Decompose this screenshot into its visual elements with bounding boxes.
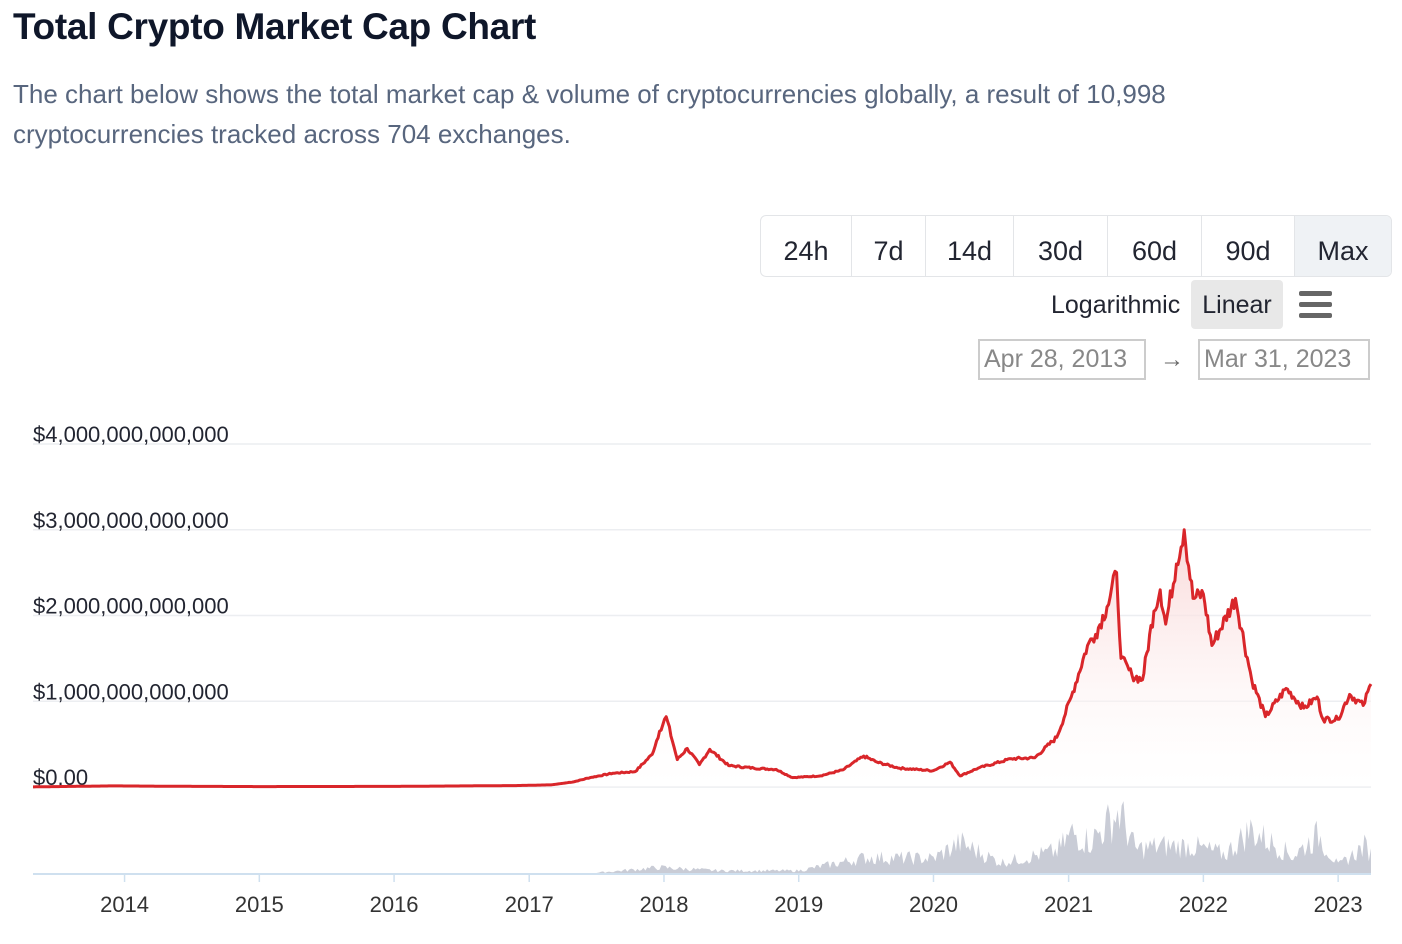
linear-button[interactable]: Linear: [1191, 280, 1283, 329]
time-range-selector: 24h 7d 14d 30d 60d 90d Max: [760, 215, 1392, 277]
x-tick-label: 2019: [774, 892, 823, 917]
range-max-button[interactable]: Max: [1295, 216, 1391, 276]
range-90d-button[interactable]: 90d: [1202, 216, 1295, 276]
x-tick-label: 2016: [370, 892, 419, 917]
page-title: Total Crypto Market Cap Chart: [13, 6, 537, 47]
range-14d-button[interactable]: 14d: [926, 216, 1014, 276]
start-date-input[interactable]: [978, 339, 1146, 380]
scale-toggle: Logarithmic Linear: [1040, 280, 1332, 329]
x-tick-label: 2014: [100, 892, 149, 917]
x-tick-label: 2020: [909, 892, 958, 917]
date-range: →: [978, 338, 1370, 381]
market-cap-area: [33, 529, 1371, 787]
y-tick-label: $3,000,000,000,000: [33, 508, 229, 533]
y-tick-label: $4,000,000,000,000: [33, 422, 229, 447]
market-cap-line: [33, 528, 1373, 789]
x-tick-label: 2018: [639, 892, 688, 917]
x-tick-label: 2022: [1179, 892, 1228, 917]
page-description: The chart below shows the total market c…: [13, 79, 1166, 149]
x-tick-label: 2017: [505, 892, 554, 917]
logarithmic-button[interactable]: Logarithmic: [1051, 291, 1181, 319]
range-7d-button[interactable]: 7d: [852, 216, 926, 276]
hamburger-menu-icon[interactable]: [1298, 290, 1332, 319]
x-tick-label: 2015: [235, 892, 284, 917]
range-24h-button[interactable]: 24h: [761, 216, 852, 276]
arrow-right-icon: →: [1160, 345, 1184, 373]
range-30d-button[interactable]: 30d: [1014, 216, 1108, 276]
x-axis: 2014 2015 2016 2017 2018 2019 2020 2021 2022 2023: [100, 874, 1363, 917]
range-60d-button[interactable]: 60d: [1108, 216, 1202, 276]
x-tick-label: 2021: [1044, 892, 1093, 917]
x-tick-label: 2023: [1314, 892, 1363, 917]
y-tick-label: $2,000,000,000,000: [33, 594, 229, 619]
y-tick-label: $1,000,000,000,000: [33, 679, 229, 704]
end-date-input[interactable]: [1198, 339, 1370, 380]
y-axis: $0.00$1,000,000,000,000$2,000,000,000,00…: [33, 422, 229, 790]
volume-series: [33, 801, 1371, 874]
